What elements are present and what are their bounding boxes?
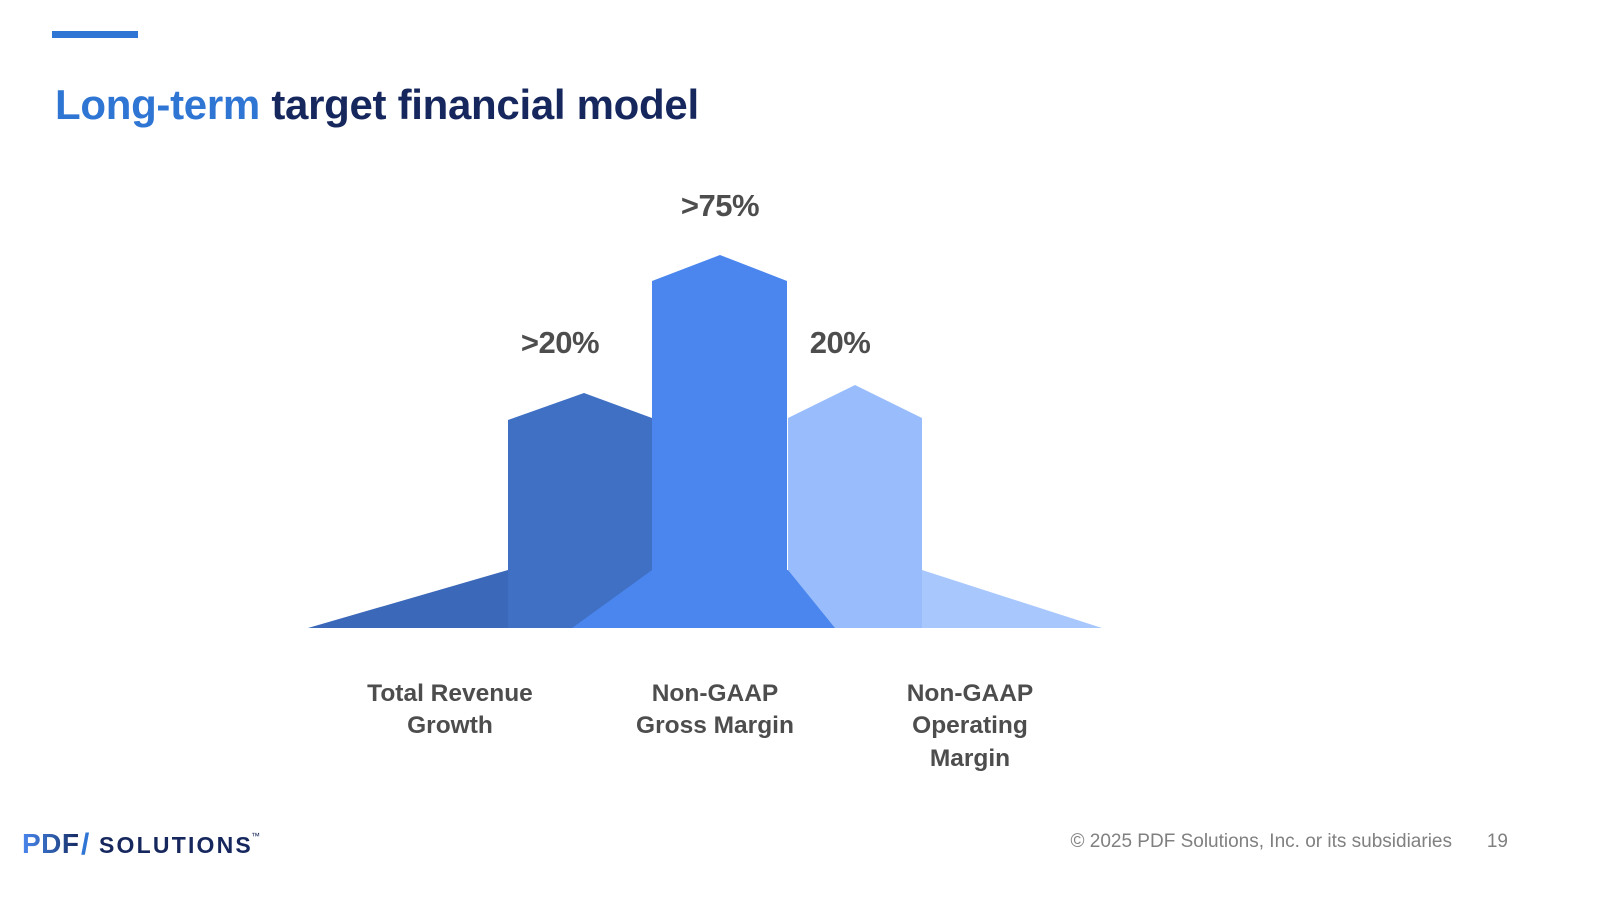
bar-2-base: [572, 570, 835, 628]
bar-1-value-label: >20%: [520, 325, 600, 360]
bar-3-base-left: [788, 570, 868, 628]
logo-slash-text: /: [81, 828, 90, 860]
logo-solutions-text: SOLUTIONS: [99, 832, 253, 858]
bar-3-body: [788, 385, 922, 628]
pdf-solutions-logo-graphic: PDF / SOLUTIONS ™: [22, 828, 260, 860]
bar-1-base: [308, 570, 508, 628]
bar-3-base: [922, 570, 1102, 628]
bar-1-category-label: Total Revenue Growth: [367, 680, 533, 740]
logo-pdf-text: PDF: [22, 828, 80, 859]
page-title-space: [260, 81, 271, 128]
page-number: 19: [1486, 831, 1508, 852]
pdf-solutions-logo: PDF / SOLUTIONS ™: [22, 826, 272, 860]
title-accent-bar: [52, 31, 138, 38]
copyright-text: © 2025 PDF Solutions, Inc. or its subsid…: [1070, 831, 1452, 852]
page-title-main-text: target financial model: [271, 81, 699, 129]
bar-2-value-label: >75%: [680, 188, 760, 223]
page-title: Long-term target financial model: [55, 80, 699, 130]
logo-trademark-icon: ™: [251, 831, 260, 841]
bar-3-category-label: Non-GAAP Operating Margin: [906, 680, 1034, 772]
bar-2-category-label: Non-GAAP Gross Margin: [636, 680, 794, 740]
bar-1-base-right: [572, 570, 652, 628]
page-title-accent-text: Long-term: [55, 81, 260, 129]
bar-chart-graphic: [308, 255, 1102, 628]
bar-2-body: [652, 255, 787, 628]
bar-1-body: [508, 393, 652, 628]
bar-3-value-label: 20%: [809, 325, 871, 360]
